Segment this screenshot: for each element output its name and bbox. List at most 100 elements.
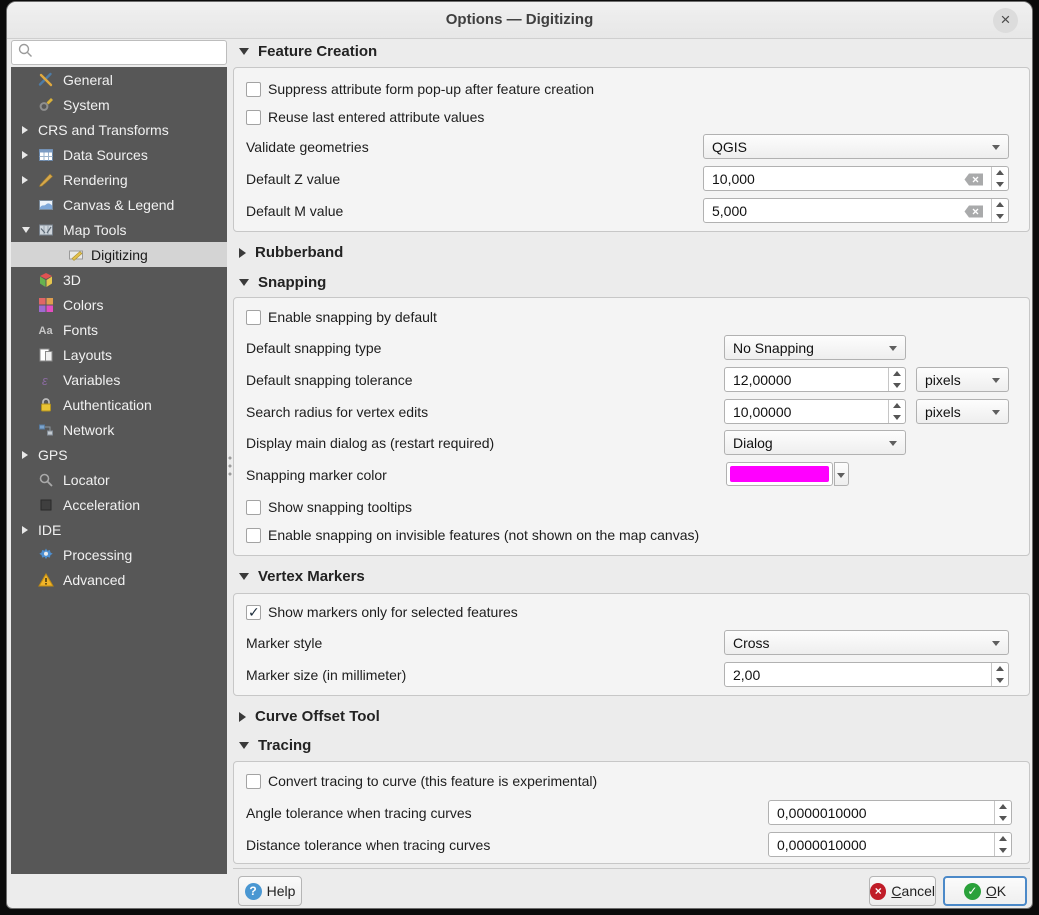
sidebar-item-label: IDE xyxy=(38,521,62,538)
sidebar-item-3d[interactable]: 3D xyxy=(11,267,227,292)
sidebar-item-canvas-legend[interactable]: Canvas & Legend xyxy=(11,192,227,217)
default-m-label: Default M value xyxy=(246,203,344,219)
chevron-down-icon xyxy=(992,378,1000,383)
snapping-type-select[interactable]: No Snapping xyxy=(724,335,906,360)
expand-arrow-icon[interactable] xyxy=(22,525,28,534)
snapping-invisible-features-checkbox[interactable] xyxy=(246,527,261,543)
expand-arrow-icon[interactable] xyxy=(22,150,28,159)
section-tracing-header[interactable]: Tracing xyxy=(239,737,311,754)
reuse-attribute-values-checkbox[interactable] xyxy=(246,109,261,125)
sidebar-item-processing[interactable]: Processing xyxy=(11,542,227,567)
digitizing-icon xyxy=(68,247,84,263)
enable-snapping-checkbox[interactable] xyxy=(246,309,261,325)
sidebar-item-label: General xyxy=(63,71,113,88)
clear-field-icon[interactable] xyxy=(964,205,984,218)
collapse-arrow-icon[interactable] xyxy=(22,226,30,233)
section-vertex-markers-header[interactable]: Vertex Markers xyxy=(239,568,365,585)
section-feature-creation-header[interactable]: Feature Creation xyxy=(239,43,377,60)
suppress-attribute-form-checkbox[interactable] xyxy=(246,81,261,97)
expand-arrow-icon[interactable] xyxy=(22,125,28,134)
sidebar-item-rendering[interactable]: Rendering xyxy=(11,167,227,192)
spinner-buttons[interactable] xyxy=(991,663,1008,686)
sidebar-item-fonts[interactable]: Aa Fonts xyxy=(11,317,227,342)
section-curve-offset-header[interactable]: Curve Offset Tool xyxy=(239,708,380,725)
snapping-tolerance-input[interactable]: 12,00000 xyxy=(724,367,906,392)
validate-geometries-select[interactable]: QGIS xyxy=(703,134,1009,159)
default-z-label: Default Z value xyxy=(246,171,341,187)
general-icon xyxy=(38,72,54,88)
marker-size-input[interactable]: 2,00 xyxy=(724,662,1009,687)
title-bar[interactable]: Options — Digitizing × xyxy=(7,2,1032,39)
display-dialog-label: Display main dialog as (restart required… xyxy=(246,435,495,451)
sidebar-item-label: GPS xyxy=(38,446,68,463)
section-rubberband-header[interactable]: Rubberband xyxy=(239,244,343,261)
expand-arrow-icon[interactable] xyxy=(239,247,246,258)
sidebar-item-data-sources[interactable]: Data Sources xyxy=(11,142,227,167)
spinner-buttons[interactable] xyxy=(888,400,905,423)
acceleration-icon xyxy=(38,497,54,513)
collapse-arrow-icon[interactable] xyxy=(239,279,249,286)
sidebar-item-digitizing[interactable]: Digitizing xyxy=(11,242,227,267)
marker-style-select[interactable]: Cross xyxy=(724,630,1009,655)
clear-field-icon[interactable] xyxy=(964,173,984,186)
chevron-down-icon xyxy=(992,410,1000,415)
spinner-buttons[interactable] xyxy=(994,801,1011,824)
snapping-tolerance-unit-select[interactable]: pixels xyxy=(916,367,1009,392)
sidebar-item-acceleration[interactable]: Acceleration xyxy=(11,492,227,517)
sidebar-item-label: Variables xyxy=(63,371,121,388)
sidebar-item-layouts[interactable]: Layouts xyxy=(11,342,227,367)
expand-arrow-icon[interactable] xyxy=(22,175,28,184)
angle-tolerance-input[interactable]: 0,0000010000 xyxy=(768,800,1012,825)
convert-tracing-checkbox[interactable] xyxy=(246,773,261,789)
suppress-attribute-form-label: Suppress attribute form pop-up after fea… xyxy=(268,81,595,97)
ok-button[interactable]: ✓ OK xyxy=(943,876,1027,906)
sidebar-item-general[interactable]: General xyxy=(11,67,227,92)
search-input[interactable] xyxy=(11,40,227,65)
sidebar-item-label: System xyxy=(63,96,110,113)
sidebar-item-variables[interactable]: ε Variables xyxy=(11,367,227,392)
sidebar-item-gps[interactable]: GPS xyxy=(11,442,227,467)
advanced-icon xyxy=(38,572,54,588)
show-markers-checkbox[interactable] xyxy=(246,604,261,621)
sidebar-item-crs-and-transforms[interactable]: CRS and Transforms xyxy=(11,117,227,142)
expand-arrow-icon[interactable] xyxy=(22,450,28,459)
search-radius-input[interactable]: 10,00000 xyxy=(724,399,906,424)
expand-arrow-icon[interactable] xyxy=(239,711,246,722)
display-dialog-select[interactable]: Dialog xyxy=(724,430,906,455)
spinner-buttons[interactable] xyxy=(888,368,905,391)
reuse-attribute-values-label: Reuse last entered attribute values xyxy=(268,109,485,125)
sidebar-item-label: Advanced xyxy=(63,571,126,588)
splitter-handle[interactable] xyxy=(228,454,232,476)
collapse-arrow-icon[interactable] xyxy=(239,573,249,580)
section-snapping-header[interactable]: Snapping xyxy=(239,274,326,291)
collapse-arrow-icon[interactable] xyxy=(239,742,249,749)
sidebar-item-network[interactable]: Network xyxy=(11,417,227,442)
close-icon[interactable]: × xyxy=(993,8,1018,33)
sidebar-item-colors[interactable]: Colors xyxy=(11,292,227,317)
default-m-input[interactable]: 5,000 xyxy=(703,198,1009,223)
sidebar-item-advanced[interactable]: Advanced xyxy=(11,567,227,592)
sidebar-item-locator[interactable]: Locator xyxy=(11,467,227,492)
angle-tolerance-label: Angle tolerance when tracing curves xyxy=(246,805,472,821)
cancel-button[interactable]: × Cancel xyxy=(869,876,936,906)
chevron-down-icon xyxy=(837,473,845,478)
chevron-down-icon xyxy=(992,145,1000,150)
sidebar-item-system[interactable]: System xyxy=(11,92,227,117)
default-z-input[interactable]: 10,000 xyxy=(703,166,1009,191)
help-button[interactable]: ? Help xyxy=(238,876,302,906)
snapping-marker-color-button[interactable] xyxy=(726,462,833,486)
sidebar-item-map-tools[interactable]: Map Tools xyxy=(11,217,227,242)
sidebar-item-authentication[interactable]: Authentication xyxy=(11,392,227,417)
distance-tolerance-input[interactable]: 0,0000010000 xyxy=(768,832,1012,857)
spinner-buttons[interactable] xyxy=(994,833,1011,856)
display-dialog-value: Dialog xyxy=(733,434,773,451)
ok-button-label: OK xyxy=(985,883,1007,899)
snapping-tooltips-checkbox[interactable] xyxy=(246,499,261,515)
sidebar-item-label: Map Tools xyxy=(63,221,127,238)
collapse-arrow-icon[interactable] xyxy=(239,48,249,55)
spinner-buttons[interactable] xyxy=(991,199,1008,222)
color-dropdown-button[interactable] xyxy=(834,462,849,486)
sidebar-item-ide[interactable]: IDE xyxy=(11,517,227,542)
search-radius-unit-select[interactable]: pixels xyxy=(916,399,1009,424)
spinner-buttons[interactable] xyxy=(991,167,1008,190)
